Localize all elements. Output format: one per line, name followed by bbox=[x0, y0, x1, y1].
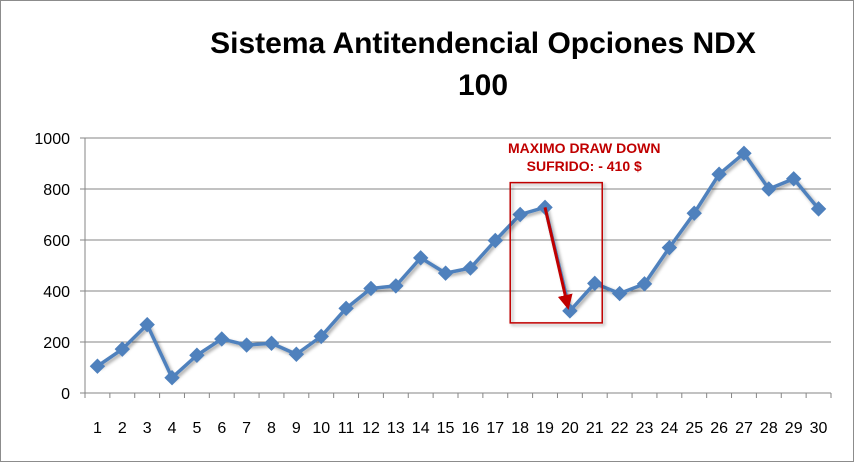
x-tick-label: 3 bbox=[143, 420, 152, 437]
x-tick-label: 12 bbox=[362, 420, 380, 437]
data-point bbox=[437, 265, 454, 281]
x-tick-label: 20 bbox=[561, 420, 579, 437]
data-point bbox=[338, 300, 354, 317]
x-tick-label: 6 bbox=[217, 420, 226, 437]
data-point bbox=[462, 260, 479, 276]
series bbox=[89, 145, 827, 386]
drawdown-annotation: MAXIMO DRAW DOWN SUFRIDO: - 410 $ bbox=[508, 140, 660, 324]
data-point bbox=[810, 201, 827, 217]
data-point bbox=[636, 276, 653, 292]
x-tick-label: 17 bbox=[486, 420, 504, 437]
x-tick-label: 14 bbox=[412, 420, 430, 437]
x-tick-label: 11 bbox=[338, 420, 355, 437]
x-tick-label: 30 bbox=[810, 420, 828, 437]
data-point bbox=[288, 346, 305, 362]
x-tick-label: 1 bbox=[93, 420, 102, 437]
series-line bbox=[96, 151, 820, 380]
data-point bbox=[388, 278, 404, 294]
x-tick-label: 28 bbox=[760, 420, 778, 437]
x-tick-label: 24 bbox=[660, 420, 678, 437]
x-tick-label: 16 bbox=[462, 420, 480, 437]
data-point bbox=[89, 358, 106, 374]
x-tick-label: 10 bbox=[312, 420, 330, 437]
axes bbox=[80, 137, 832, 398]
y-tick-label: 400 bbox=[43, 284, 70, 301]
data-point bbox=[412, 250, 429, 266]
x-tick-label: 9 bbox=[292, 420, 301, 437]
data-point bbox=[487, 232, 504, 249]
x-tick-label: 29 bbox=[785, 420, 803, 437]
drawdown-label-line: SUFRIDO: - 410 $ bbox=[527, 158, 642, 174]
y-tick-label: 800 bbox=[43, 182, 70, 199]
drawdown-label-line: MAXIMO DRAW DOWN bbox=[508, 140, 660, 156]
data-point bbox=[164, 369, 180, 386]
data-point bbox=[785, 171, 802, 187]
data-point bbox=[114, 341, 131, 357]
x-tick-label: 5 bbox=[192, 420, 201, 437]
x-tick-label: 4 bbox=[168, 420, 177, 437]
y-tick-label: 600 bbox=[43, 233, 70, 250]
data-point bbox=[313, 328, 329, 345]
x-tick-label: 22 bbox=[611, 420, 629, 437]
data-point bbox=[587, 275, 603, 292]
data-point bbox=[611, 285, 628, 302]
x-tick-label: 15 bbox=[437, 420, 455, 437]
y-tick-label: 200 bbox=[43, 335, 70, 352]
drawdown-arrow bbox=[543, 207, 573, 310]
x-tick-label: 21 bbox=[586, 420, 604, 437]
data-point bbox=[139, 316, 155, 333]
x-tick-label: 26 bbox=[710, 420, 728, 437]
x-tick-label: 23 bbox=[636, 420, 654, 437]
x-tick-label: 25 bbox=[685, 420, 703, 437]
data-point bbox=[711, 166, 727, 182]
x-tick-label: 18 bbox=[511, 420, 529, 437]
data-point bbox=[363, 280, 379, 297]
y-tick-label: 1000 bbox=[34, 131, 70, 148]
drawdown-box bbox=[509, 181, 603, 324]
data-point bbox=[661, 239, 678, 256]
x-tick-label: 7 bbox=[242, 420, 251, 437]
y-tick-labels: 0 200 400 600 800 1000 bbox=[34, 131, 70, 403]
data-point bbox=[189, 347, 205, 363]
data-point bbox=[238, 337, 255, 353]
data-point bbox=[512, 206, 528, 223]
x-tick-label: 8 bbox=[267, 420, 276, 437]
data-point bbox=[686, 205, 702, 221]
x-tick-labels: 1 2 3 4 5 6 7 8 9 10 11 12 13 14 15 16 17 18 19 20 21 22 23 24 2… bbox=[93, 420, 828, 437]
y-tick-label: 0 bbox=[61, 386, 70, 403]
x-tick-label: 2 bbox=[118, 420, 127, 437]
data-point bbox=[761, 181, 777, 197]
data-point bbox=[263, 335, 280, 351]
x-tick-label: 13 bbox=[387, 420, 405, 437]
x-tick-label: 19 bbox=[536, 420, 554, 437]
data-point bbox=[736, 145, 752, 162]
data-point bbox=[214, 331, 230, 347]
gridlines bbox=[85, 137, 831, 343]
x-tick-label: 27 bbox=[735, 420, 753, 437]
